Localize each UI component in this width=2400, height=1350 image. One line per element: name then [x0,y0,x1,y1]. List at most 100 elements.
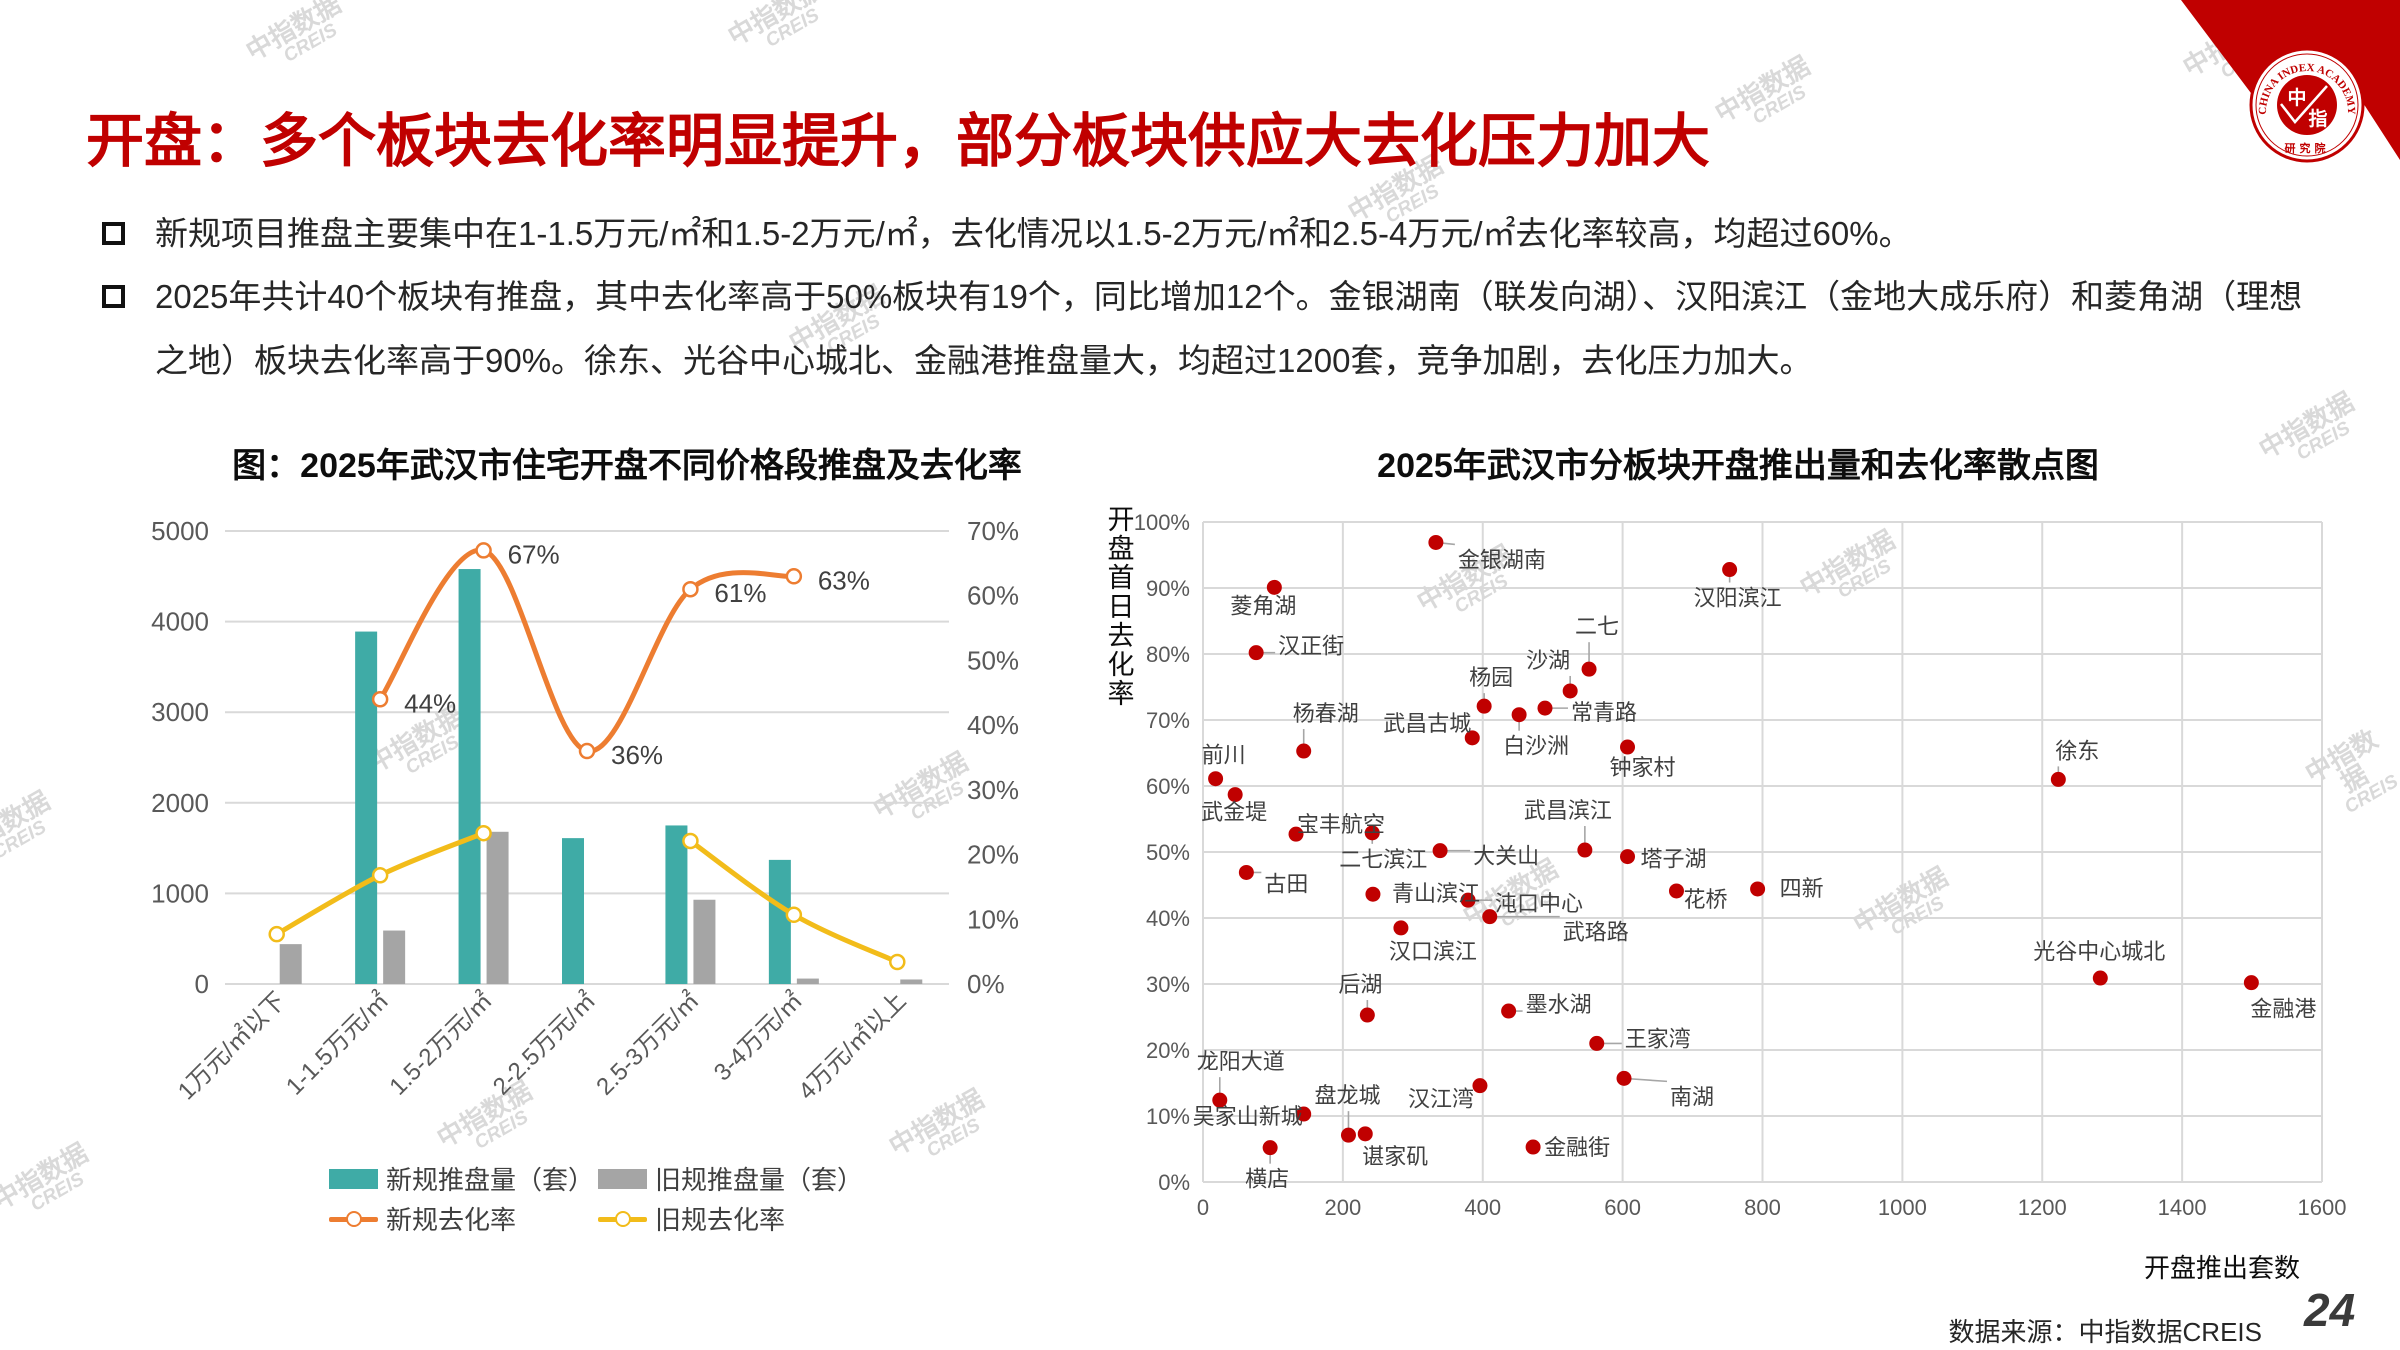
scatter-point [1357,1126,1373,1142]
x-category-label: 3-4万元/㎡ [709,987,808,1086]
scatter-point [1365,886,1381,902]
scatter-point-label: 武珞路 [1563,920,1629,945]
scatter-point [1359,1007,1375,1023]
scatter-point-label: 二七滨江 [1339,847,1427,872]
legend-old-supply: 旧规推盘量（套） [598,1160,863,1197]
y-right-tick-label: 10% [967,904,1019,934]
scatter-point [1212,1092,1228,1108]
y-tick-label: 70% [1146,708,1190,733]
y-left-tick-label: 4000 [151,607,209,637]
x-category-label: 2.5-3万元/㎡ [591,987,704,1100]
scatter-point-label: 宝丰航空 [1297,812,1385,837]
scatter-point [1525,1139,1541,1155]
old-supply-bar [693,899,716,984]
scatter-point-label: 后湖 [1338,972,1382,997]
scatter-point [1428,534,1444,550]
scatter-point-label: 汉江湾 [1408,1087,1474,1112]
y-left-tick-label: 1000 [151,878,209,908]
new-rate-marker [371,691,389,708]
scatter-point [1668,883,1684,899]
data-source-note: 数据来源：中指数据CREIS [1948,1317,2262,1347]
y-left-tick-label: 0 [195,969,209,999]
scatter-point-label: 横店 [1245,1167,1289,1192]
gray-swatch-icon [598,1168,647,1189]
old-rate-marker [268,925,285,943]
scatter-point [1581,661,1597,677]
scatter-point-label: 青山滨江 [1392,881,1480,906]
page-number: 24 [2304,1284,2356,1336]
scatter-point-label: 汉正街 [1278,634,1344,659]
scatter-point-label: 谌家矶 [1362,1144,1428,1169]
scatter-point [1589,1035,1605,1051]
scatter-points [1208,534,2259,1156]
y-left-tick-label: 3000 [151,697,209,727]
scatter-point [1750,881,1766,897]
scatter-point-label: 武金堤 [1201,800,1267,825]
y-tick-label: 100% [1134,510,1190,535]
scatter-point-label: 花桥 [1683,887,1727,912]
new-rate-data-label: 44% [404,688,456,718]
y-left-tick-label: 5000 [151,516,209,546]
old-rate-marker [889,953,906,971]
old-supply-bar [383,930,406,984]
x-tick-label: 200 [1325,1195,1362,1220]
scatter-point [1616,1070,1632,1086]
scatter-point-label: 汉阳滨江 [1694,586,1782,611]
logo-seal-ring [2255,53,2359,157]
y-tick-label: 0% [1158,1170,1190,1195]
old-rate-marker [682,832,699,850]
scatter-point-label: 四新 [1780,876,1824,901]
scatter-point [1537,700,1553,716]
y-tick-label: 10% [1146,1104,1190,1129]
scatter-point-label: 钟家村 [1610,755,1676,780]
square-bullet-icon [102,285,125,308]
orange-line-marker-icon [329,1209,378,1229]
legend-old-rate: 旧规去化率 [598,1200,785,1237]
scatter-point [2243,975,2259,991]
scatter-point [1340,1127,1356,1143]
scatter-point [1577,842,1593,858]
x-tick-label: 800 [1744,1195,1781,1220]
legend-label: 新规推盘量（套） [386,1165,595,1195]
price-band-chart: 0 1000 2000 3000 4000 5000 0% 10% 20% 30% 40% 50% 60… [151,516,1019,1105]
new-supply-bar [562,838,584,984]
scatter-point [1501,1003,1517,1019]
old-rate-line [687,838,900,965]
teal-swatch-icon [329,1168,378,1189]
x-tick-label: 0 [1197,1195,1209,1220]
x-tick-label: 400 [1464,1195,1501,1220]
scatter-point-label: 常青路 [1571,700,1637,725]
y-tick-label: 90% [1146,576,1190,601]
scatter-point-label: 南湖 [1670,1084,1714,1109]
scatter-point-label: 金银湖南 [1458,547,1546,572]
scatter-point [1460,892,1476,908]
y-right-tick-label: 40% [967,710,1019,740]
new-supply-bar [458,569,481,984]
scatter-point-label: 武昌古城 [1383,711,1471,736]
scatter-point [1248,645,1264,661]
old-rate-marker [371,867,389,884]
logo-seal-core [2277,75,2337,135]
new-supply-bar [355,631,378,984]
old-supply-bar [279,944,302,984]
new-rate-marker [578,742,596,760]
old-rate-marker [785,906,803,924]
left-chart-title: 图：2025年武汉市住宅开盘不同价格段推盘及去化率 [232,447,1022,485]
y-tick-label: 20% [1146,1038,1190,1063]
scatter-point-label: 菱角湖 [1230,593,1296,618]
old-supply-bar [486,831,509,984]
legend-new-rate: 新规去化率 [329,1200,516,1237]
new-rate-data-label: 36% [611,740,663,770]
scatter-point [1511,707,1527,723]
logo-char-zhi: 指 [2308,108,2327,130]
scatter-point-label: 二七 [1575,614,1619,639]
old-rate-line [274,830,487,937]
scatter-point-label: 前川 [1202,743,1246,768]
yellow-line-marker-icon [598,1209,647,1229]
scatter-point [1620,849,1636,865]
scatter-point-label: 塔子湖 [1641,847,1707,872]
scatter-x-axis-title: 开盘推出套数 [2143,1253,2300,1283]
scatter-point-label: 王家湾 [1625,1026,1691,1051]
scatter-point [1472,1078,1488,1094]
